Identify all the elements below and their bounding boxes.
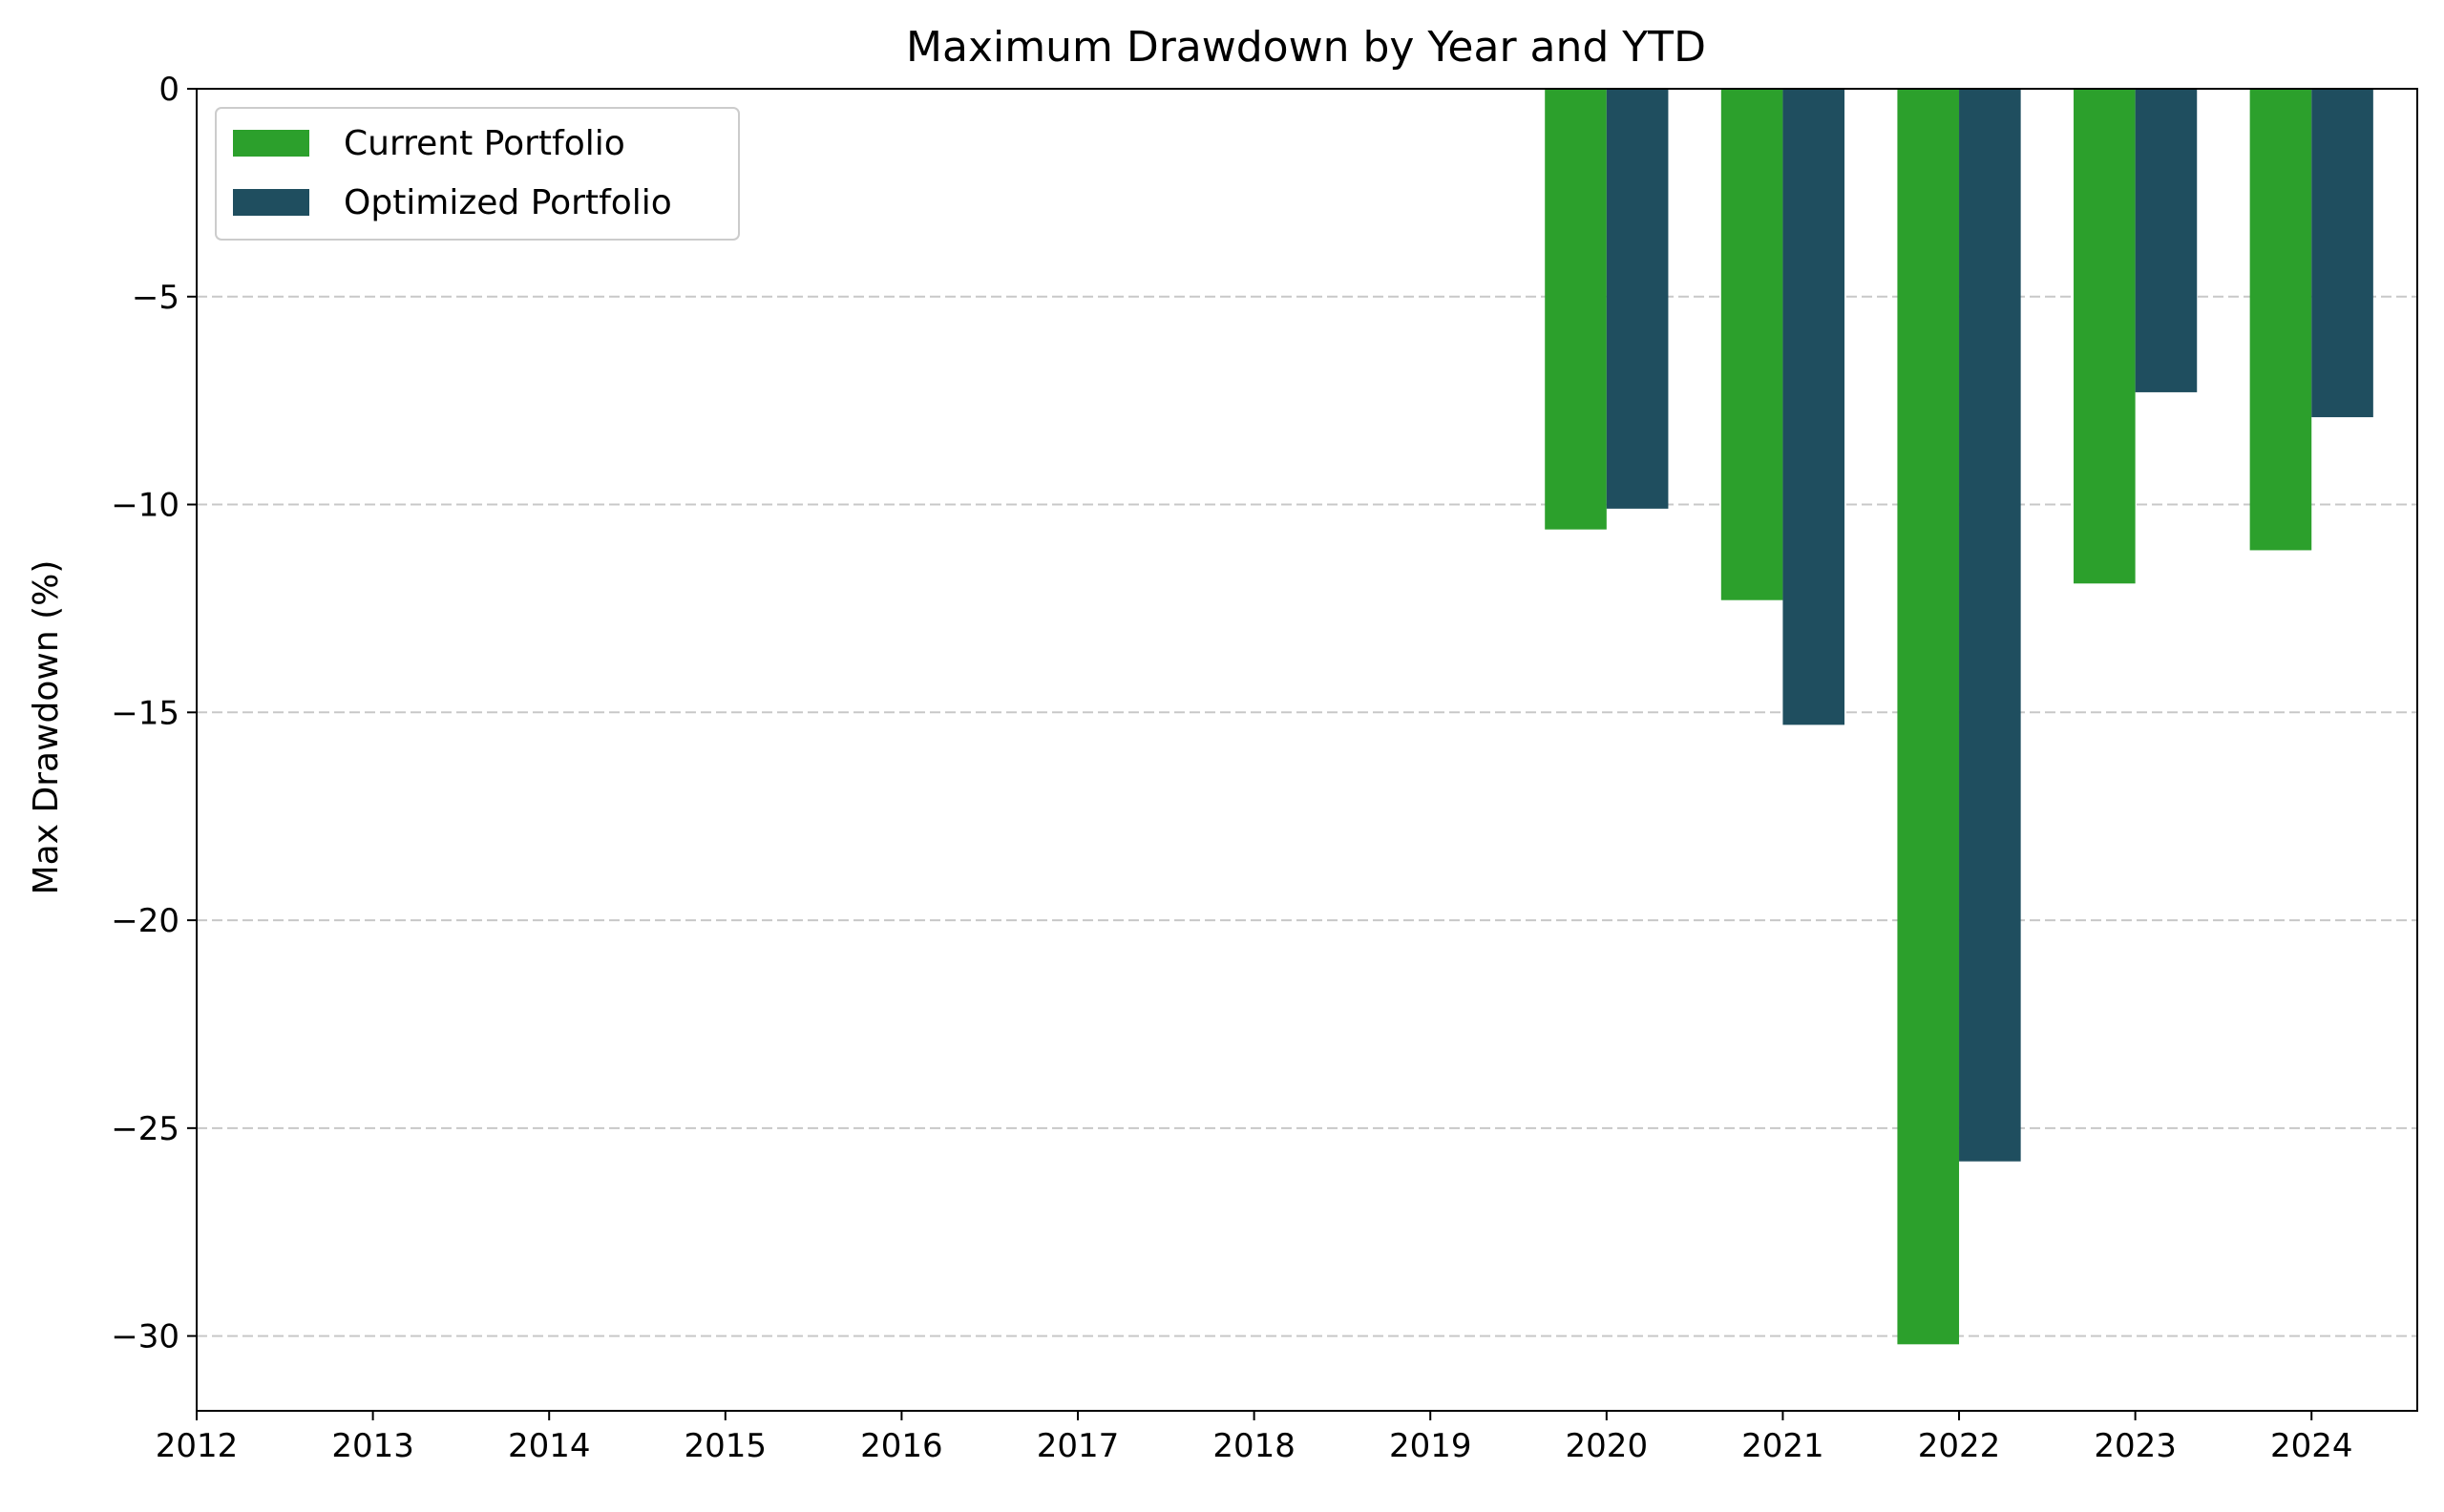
y-tick-label: −5 bbox=[132, 279, 179, 317]
legend-swatch-current bbox=[233, 130, 309, 157]
bar-optimized-2022 bbox=[1959, 89, 2021, 1162]
y-tick-label: −30 bbox=[111, 1318, 179, 1356]
bar-optimized-2024 bbox=[2311, 89, 2373, 418]
chart-title: Maximum Drawdown by Year and YTD bbox=[906, 23, 1706, 72]
y-tick-label: −10 bbox=[111, 487, 179, 525]
bar-current-2020 bbox=[1545, 89, 1607, 530]
legend-box bbox=[215, 107, 740, 241]
x-tick-label: 2019 bbox=[1389, 1427, 1472, 1465]
legend: Current Portfolio Optimized Portfolio bbox=[215, 107, 740, 241]
legend-swatch-optimized bbox=[233, 189, 309, 216]
bar-current-2024 bbox=[2249, 89, 2312, 551]
x-tick-label: 2018 bbox=[1212, 1427, 1296, 1465]
y-tick-label: 0 bbox=[158, 71, 179, 109]
x-tick-label: 2016 bbox=[860, 1427, 943, 1465]
x-tick-label: 2023 bbox=[2094, 1427, 2177, 1465]
bar-optimized-2021 bbox=[1782, 89, 1845, 725]
x-tick-label: 2014 bbox=[508, 1427, 591, 1465]
plot-frame bbox=[196, 88, 2418, 1412]
y-axis-title: Max Drawdown (%) bbox=[27, 560, 66, 895]
x-tick-label: 2017 bbox=[1037, 1427, 1120, 1465]
y-tick-label: −20 bbox=[111, 902, 179, 940]
bars bbox=[1545, 89, 2373, 1345]
bar-optimized-2023 bbox=[2135, 89, 2198, 392]
x-tick-label: 2024 bbox=[2270, 1427, 2353, 1465]
x-tick-label: 2015 bbox=[685, 1427, 768, 1465]
bar-current-2023 bbox=[2074, 89, 2136, 584]
y-tick-label: −15 bbox=[111, 694, 179, 732]
x-tick-label: 2013 bbox=[331, 1427, 414, 1465]
axes: 0 −5 −10 −15 −20 −25 −30 2012 2013 2014 2015 2016 20… bbox=[111, 71, 2418, 1465]
bar-optimized-2020 bbox=[1606, 89, 1669, 509]
x-tick-label: 2021 bbox=[1741, 1427, 1824, 1465]
bar-current-2022 bbox=[1897, 89, 1960, 1345]
bar-current-2021 bbox=[1720, 89, 1783, 600]
legend-label-optimized: Optimized Portfolio bbox=[344, 183, 672, 222]
legend-label-current: Current Portfolio bbox=[344, 124, 625, 163]
x-tick-label: 2022 bbox=[1918, 1427, 2001, 1465]
y-tick-label: −25 bbox=[111, 1110, 179, 1148]
x-tick-label: 2012 bbox=[156, 1427, 239, 1465]
grid-lines bbox=[197, 295, 2417, 1337]
x-tick-label: 2020 bbox=[1566, 1427, 1649, 1465]
